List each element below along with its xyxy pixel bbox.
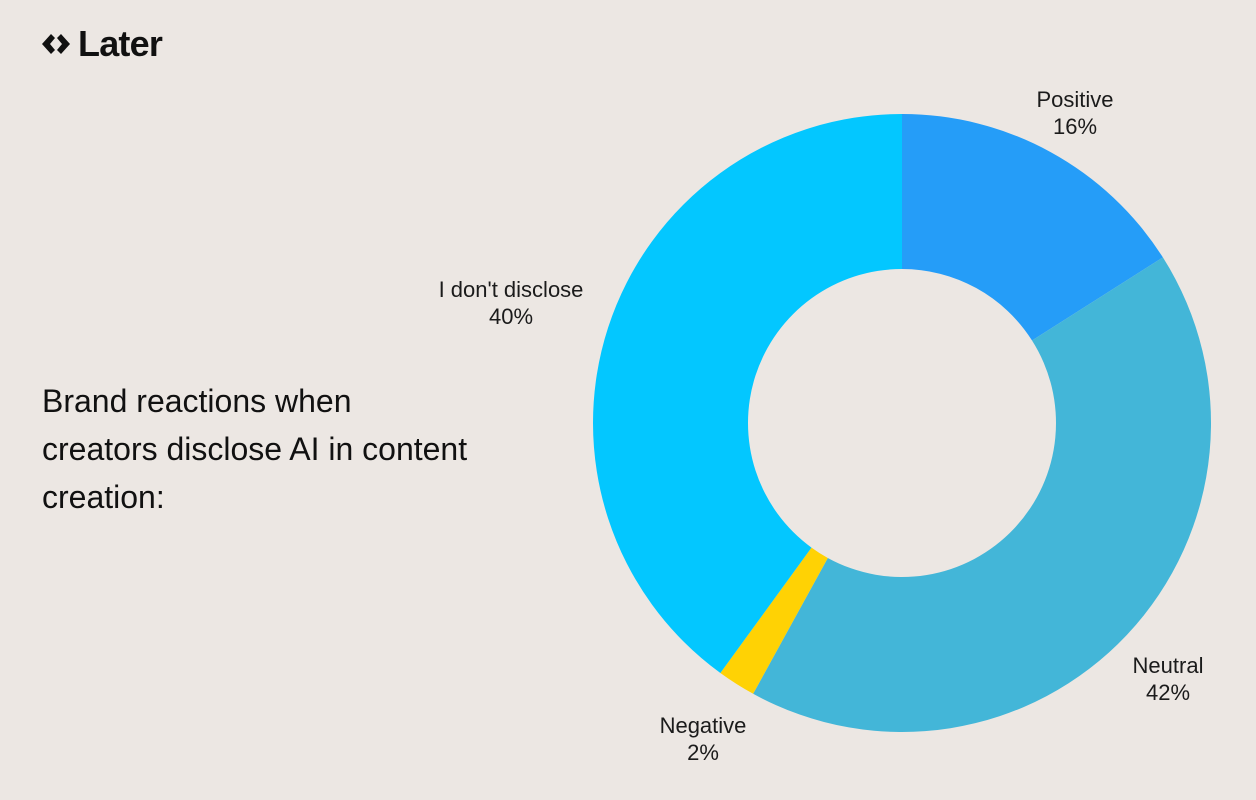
slice-value-positive: 16%	[1053, 114, 1097, 139]
slice-label-positive: Positive	[1036, 87, 1113, 112]
slice-value-neutral: 42%	[1146, 680, 1190, 705]
later-diamond-logo-icon	[42, 34, 70, 54]
slice-label-neutral: Neutral	[1133, 653, 1204, 678]
brand-name: Later	[78, 23, 163, 64]
slice-value-i-don-t-disclose: 40%	[489, 304, 533, 329]
chart-title: Brand reactions when creators disclose A…	[42, 383, 468, 515]
donut-slice-i-don-t-disclose	[592, 114, 902, 673]
slice-label-negative: Negative	[660, 713, 747, 738]
donut-slice-positive	[902, 114, 1163, 341]
slices-layer	[592, 114, 1211, 733]
brand-logo: Later	[40, 23, 163, 64]
donut-slice-neutral	[753, 257, 1211, 733]
slice-value-negative: 2%	[687, 740, 719, 765]
slice-label-i-don-t-disclose: I don't disclose	[439, 277, 584, 302]
donut-slice-negative	[720, 547, 828, 694]
